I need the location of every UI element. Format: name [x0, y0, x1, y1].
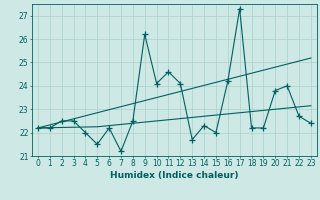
X-axis label: Humidex (Indice chaleur): Humidex (Indice chaleur)	[110, 171, 239, 180]
